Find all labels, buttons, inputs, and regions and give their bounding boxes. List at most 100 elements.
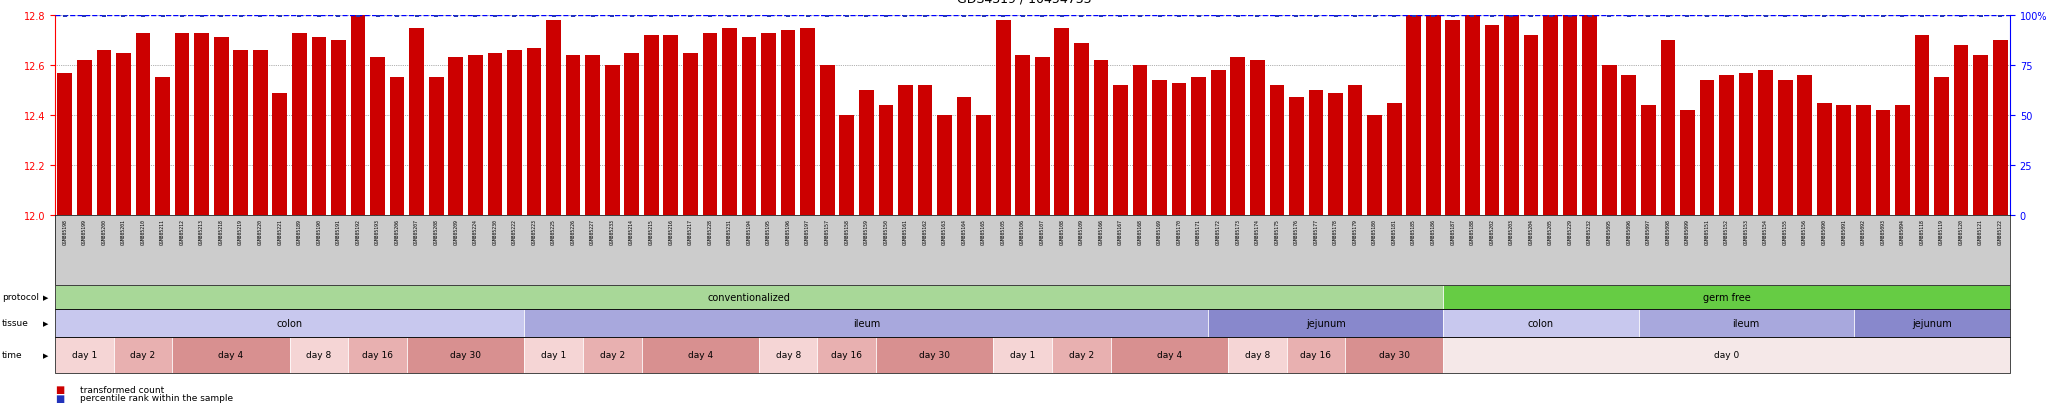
Text: GSM805230: GSM805230 xyxy=(492,219,498,245)
Text: day 1: day 1 xyxy=(541,351,565,360)
Bar xyxy=(135,33,150,216)
Bar xyxy=(195,33,209,216)
Text: GSM805106: GSM805106 xyxy=(1020,219,1026,245)
Text: GSM805189: GSM805189 xyxy=(297,219,301,245)
Bar xyxy=(586,56,600,216)
Bar xyxy=(1933,78,1950,216)
Text: GSM805171: GSM805171 xyxy=(1196,219,1202,245)
Bar xyxy=(723,28,737,216)
Point xyxy=(1905,13,1937,19)
Text: GSM805118: GSM805118 xyxy=(1919,219,1925,245)
Point xyxy=(635,13,668,19)
Text: GSM805198: GSM805198 xyxy=(61,219,68,245)
Text: GSM805225: GSM805225 xyxy=(551,219,555,245)
Point xyxy=(829,13,862,19)
Text: GSM805190: GSM805190 xyxy=(317,219,322,245)
Point xyxy=(225,13,258,19)
Bar xyxy=(1739,74,1753,216)
Text: colon: colon xyxy=(276,318,303,328)
Point xyxy=(145,13,178,19)
Point xyxy=(1339,13,1372,19)
Bar xyxy=(174,33,188,216)
Point xyxy=(1710,13,1743,19)
Point xyxy=(303,13,336,19)
Bar xyxy=(1348,86,1362,216)
Text: GSM805197: GSM805197 xyxy=(805,219,811,245)
Text: GSM805195: GSM805195 xyxy=(766,219,772,245)
Bar xyxy=(1094,61,1108,216)
Bar xyxy=(1133,66,1147,216)
Point xyxy=(1104,13,1137,19)
Text: protocol: protocol xyxy=(2,293,39,302)
Bar xyxy=(1718,76,1735,216)
Text: GSM805224: GSM805224 xyxy=(473,219,477,245)
Text: percentile rank within the sample: percentile rank within the sample xyxy=(80,393,233,402)
Text: GSM805211: GSM805211 xyxy=(160,219,166,245)
Point xyxy=(909,13,942,19)
Text: day 16: day 16 xyxy=(831,351,862,360)
Point xyxy=(1241,13,1274,19)
Text: GSM805170: GSM805170 xyxy=(1178,219,1182,245)
Point xyxy=(184,13,217,19)
Point xyxy=(1006,13,1038,19)
Text: day 8: day 8 xyxy=(307,351,332,360)
Text: jejunum: jejunum xyxy=(1307,318,1346,328)
Bar xyxy=(1034,58,1051,216)
Bar xyxy=(1993,41,2007,216)
Bar xyxy=(840,116,854,216)
Text: ileum: ileum xyxy=(852,318,881,328)
Text: day 1: day 1 xyxy=(72,351,96,360)
Bar xyxy=(1503,11,1520,216)
Text: GSM805188: GSM805188 xyxy=(1470,219,1475,245)
Text: GSM805165: GSM805165 xyxy=(981,219,987,245)
Bar xyxy=(1583,0,1597,216)
Bar xyxy=(213,38,229,216)
Point xyxy=(1085,13,1118,19)
Point xyxy=(498,13,530,19)
Bar xyxy=(1249,61,1266,216)
Bar xyxy=(293,33,307,216)
Text: germ free: germ free xyxy=(1702,292,1751,302)
Bar xyxy=(526,48,541,216)
Bar xyxy=(1171,83,1186,216)
Bar xyxy=(389,78,403,216)
Text: day 30: day 30 xyxy=(920,351,950,360)
Point xyxy=(694,13,727,19)
Text: GSM805187: GSM805187 xyxy=(1450,219,1456,245)
Point xyxy=(713,13,745,19)
Point xyxy=(88,13,121,19)
Point xyxy=(1044,13,1077,19)
Bar xyxy=(858,91,874,216)
Point xyxy=(1964,13,1997,19)
Point xyxy=(1827,13,1860,19)
Point xyxy=(244,13,276,19)
Bar xyxy=(311,38,326,216)
Bar xyxy=(1464,0,1481,216)
Bar xyxy=(1425,1,1440,216)
Text: day 30: day 30 xyxy=(451,351,481,360)
Text: GSM805191: GSM805191 xyxy=(336,219,340,245)
Point xyxy=(1946,13,1978,19)
Text: GSM805150: GSM805150 xyxy=(883,219,889,245)
Point xyxy=(1358,13,1391,19)
Text: GSM805109: GSM805109 xyxy=(1079,219,1083,245)
Text: GSM805168: GSM805168 xyxy=(1137,219,1143,245)
Point xyxy=(1456,13,1489,19)
Point xyxy=(399,13,432,19)
Point xyxy=(1026,13,1059,19)
Text: GSM805122: GSM805122 xyxy=(1997,219,2003,245)
Bar xyxy=(664,36,678,216)
Point xyxy=(575,13,608,19)
Point xyxy=(1475,13,1507,19)
Bar xyxy=(1368,116,1382,216)
Text: GSM805199: GSM805199 xyxy=(82,219,86,245)
Bar xyxy=(272,93,287,216)
Text: day 16: day 16 xyxy=(362,351,393,360)
Point xyxy=(360,13,393,19)
Bar xyxy=(78,61,92,216)
Text: GSM805169: GSM805169 xyxy=(1157,219,1161,245)
Text: GSM805097: GSM805097 xyxy=(1647,219,1651,245)
Text: GSM805174: GSM805174 xyxy=(1255,219,1260,245)
Text: day 16: day 16 xyxy=(1300,351,1331,360)
Point xyxy=(850,13,883,19)
